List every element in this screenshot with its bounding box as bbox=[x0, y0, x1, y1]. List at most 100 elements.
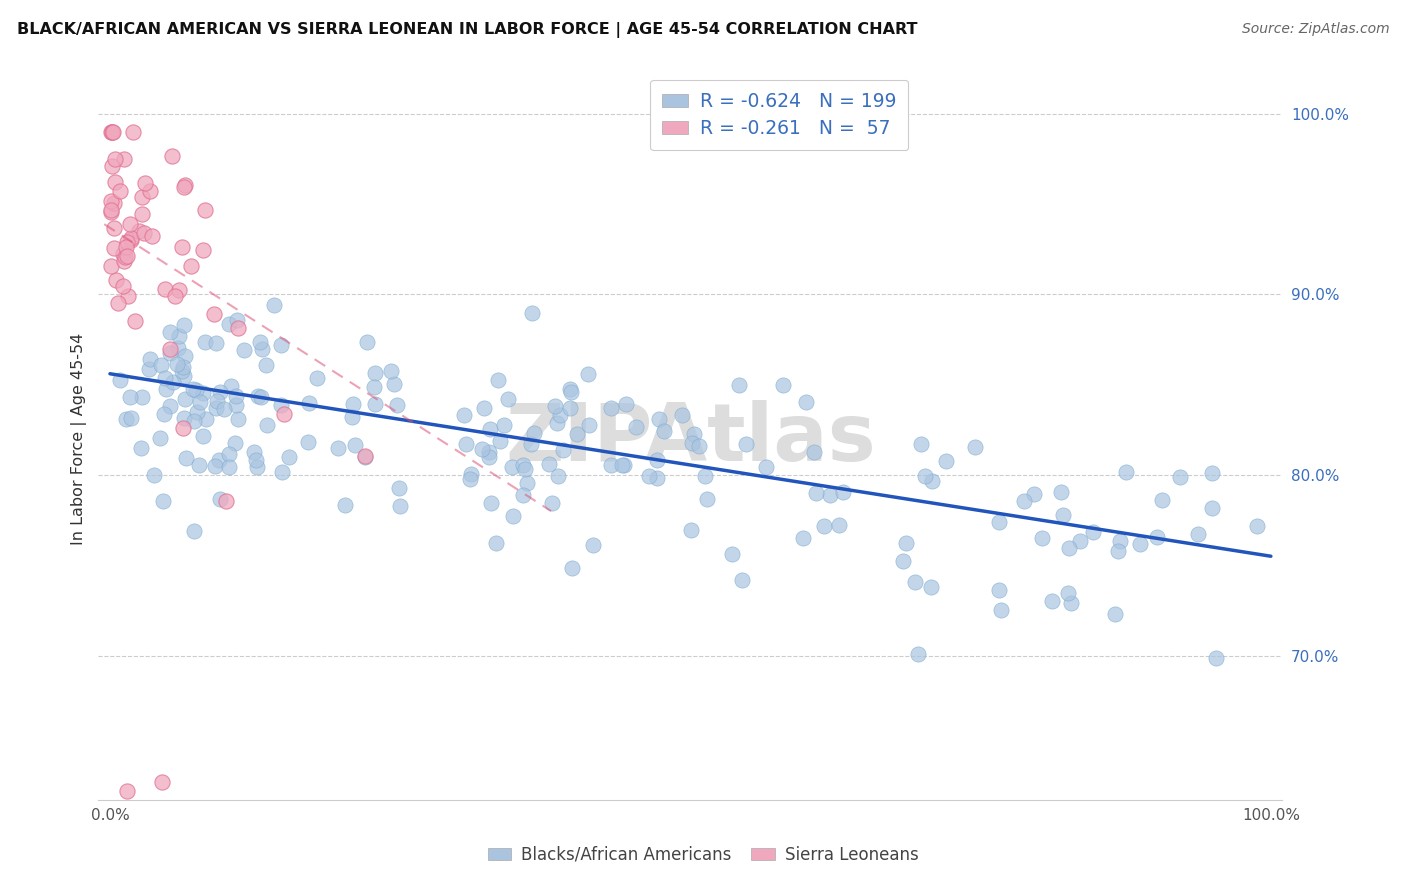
Point bbox=[103, 196, 125, 211]
Point bbox=[578, 418, 600, 433]
Point bbox=[827, 517, 849, 532]
Point bbox=[681, 436, 703, 450]
Point bbox=[101, 159, 124, 173]
Point bbox=[100, 202, 122, 217]
Point bbox=[204, 458, 226, 473]
Point bbox=[194, 411, 217, 425]
Point bbox=[626, 419, 648, 434]
Point bbox=[1104, 607, 1126, 622]
Point bbox=[388, 481, 411, 495]
Point bbox=[100, 194, 122, 209]
Point bbox=[142, 468, 165, 483]
Point bbox=[681, 523, 703, 537]
Point bbox=[150, 775, 173, 789]
Point bbox=[219, 379, 242, 393]
Point bbox=[180, 259, 202, 273]
Point bbox=[270, 398, 292, 412]
Point bbox=[191, 429, 214, 443]
Point bbox=[904, 574, 927, 589]
Point bbox=[172, 364, 194, 378]
Point bbox=[652, 424, 675, 438]
Point bbox=[1201, 466, 1223, 480]
Point bbox=[212, 402, 235, 417]
Point bbox=[191, 385, 214, 400]
Point bbox=[114, 240, 136, 254]
Point bbox=[520, 306, 543, 320]
Point bbox=[1081, 524, 1104, 539]
Point bbox=[101, 125, 124, 139]
Point bbox=[818, 488, 841, 502]
Point bbox=[734, 437, 756, 451]
Point bbox=[218, 447, 240, 461]
Point bbox=[101, 125, 124, 139]
Point bbox=[921, 474, 943, 488]
Point bbox=[792, 531, 814, 545]
Point bbox=[479, 495, 502, 509]
Point bbox=[153, 407, 176, 421]
Point bbox=[519, 437, 541, 451]
Legend: R = -0.624   N = 199, R = -0.261   N =  57: R = -0.624 N = 199, R = -0.261 N = 57 bbox=[650, 79, 908, 151]
Point bbox=[104, 152, 127, 166]
Point bbox=[645, 452, 668, 467]
Point bbox=[226, 313, 249, 327]
Point bbox=[388, 499, 411, 513]
Point bbox=[1040, 594, 1063, 608]
Point bbox=[218, 317, 240, 331]
Point bbox=[682, 427, 704, 442]
Point bbox=[270, 338, 292, 352]
Point bbox=[987, 515, 1010, 529]
Point bbox=[551, 442, 574, 457]
Point bbox=[990, 603, 1012, 617]
Text: ZIPAtlas: ZIPAtlas bbox=[505, 400, 876, 478]
Point bbox=[502, 508, 524, 523]
Point bbox=[721, 547, 744, 561]
Point bbox=[356, 335, 378, 350]
Point bbox=[1168, 470, 1191, 484]
Point bbox=[254, 359, 277, 373]
Point bbox=[541, 496, 564, 510]
Point bbox=[688, 439, 710, 453]
Point bbox=[613, 458, 636, 472]
Point bbox=[380, 364, 402, 378]
Point bbox=[138, 362, 160, 376]
Point bbox=[225, 398, 247, 412]
Point bbox=[149, 431, 172, 445]
Point bbox=[139, 184, 162, 198]
Point bbox=[165, 289, 187, 303]
Point bbox=[560, 385, 582, 400]
Point bbox=[544, 399, 567, 413]
Point bbox=[103, 221, 125, 235]
Point bbox=[340, 409, 363, 424]
Point bbox=[920, 580, 942, 594]
Point bbox=[1187, 526, 1209, 541]
Point bbox=[173, 179, 195, 194]
Point bbox=[638, 469, 661, 483]
Point bbox=[385, 398, 408, 412]
Point bbox=[363, 380, 385, 394]
Point bbox=[599, 401, 621, 416]
Point bbox=[194, 202, 217, 217]
Point bbox=[170, 240, 193, 254]
Point bbox=[112, 253, 135, 268]
Point bbox=[190, 395, 212, 409]
Point bbox=[512, 488, 534, 502]
Point bbox=[166, 357, 188, 371]
Point bbox=[458, 472, 481, 486]
Point bbox=[134, 176, 156, 190]
Point bbox=[174, 349, 197, 363]
Point bbox=[263, 298, 285, 312]
Point bbox=[513, 462, 536, 476]
Point bbox=[363, 396, 385, 410]
Point bbox=[124, 314, 146, 328]
Point bbox=[129, 441, 152, 455]
Point bbox=[896, 536, 918, 550]
Point bbox=[159, 346, 181, 360]
Point bbox=[176, 451, 198, 466]
Point bbox=[297, 434, 319, 449]
Point bbox=[153, 282, 176, 296]
Point bbox=[454, 436, 477, 450]
Point bbox=[645, 471, 668, 485]
Point bbox=[831, 485, 853, 500]
Point bbox=[245, 453, 267, 467]
Point bbox=[755, 459, 778, 474]
